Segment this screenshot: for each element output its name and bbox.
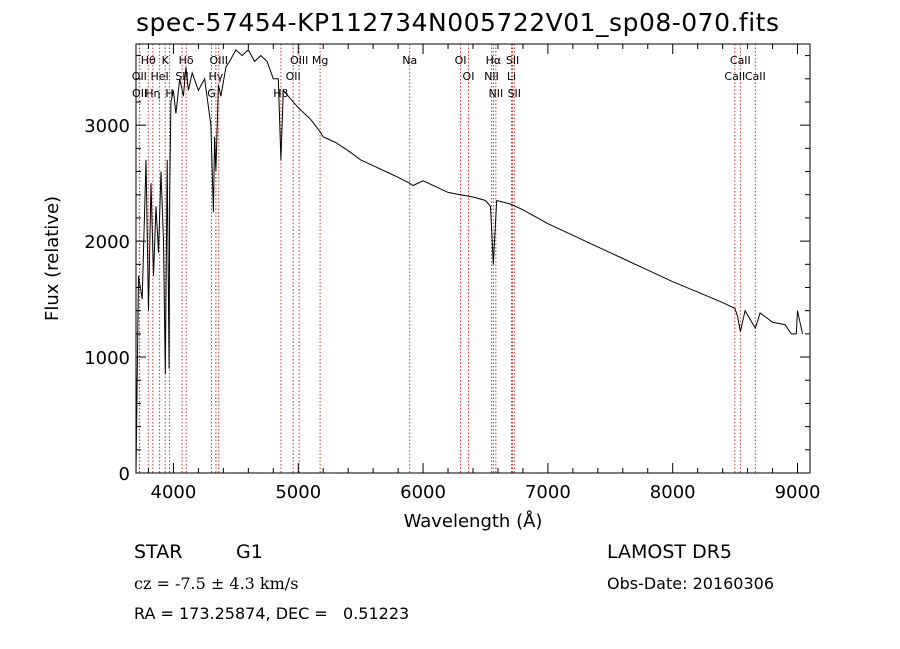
object-subclass: G1 — [236, 541, 263, 563]
x-tick-label: 7000 — [525, 482, 571, 503]
y-tick-label: 1000 — [84, 348, 130, 369]
plot-frame — [135, 43, 811, 474]
line-label: CaII — [730, 54, 751, 67]
line-label: CaII — [745, 70, 766, 83]
line-label: SII — [506, 54, 519, 67]
line-label: H — [165, 87, 173, 100]
line-label: OI — [463, 70, 475, 83]
line-label: Na — [402, 54, 417, 67]
redshift-text: cz = -7.5 ± 4.3 km/s — [134, 574, 299, 593]
line-label: SII — [508, 87, 521, 100]
line-label: OII — [132, 87, 147, 100]
x-tick-label: 6000 — [400, 482, 446, 503]
line-label: CaII — [724, 70, 745, 83]
line-label: Hθ — [141, 54, 156, 67]
line-label: OII — [286, 70, 301, 83]
line-markers — [138, 44, 756, 473]
line-label: NII — [488, 87, 503, 100]
y-tick-label: 0 — [119, 464, 130, 485]
line-label: Hγ — [208, 70, 223, 83]
x-tick-label: 4000 — [151, 482, 197, 503]
line-label: HeI — [150, 70, 168, 83]
line-label: Hη — [145, 87, 160, 100]
line-label: Li — [507, 70, 516, 83]
survey-name: LAMOST DR5 — [607, 541, 732, 563]
line-label: Hδ — [179, 54, 194, 67]
line-label: OIII — [210, 54, 228, 67]
line-label: K — [162, 54, 170, 67]
line-label: Hβ — [273, 87, 288, 100]
spectrum-series — [135, 48, 803, 474]
line-label: SII — [175, 70, 188, 83]
line-label: OIII — [290, 54, 308, 67]
y-axis-label: Flux (relative) — [42, 196, 63, 321]
line-label: Mg — [312, 54, 328, 67]
coordinates: RA = 173.25874, DEC = 0.51223 — [134, 604, 410, 623]
axes: 4000 5000 6000 7000 8000 9000 0 1000 2000 3000 Wav… — [42, 43, 821, 532]
x-tick-label: 9000 — [775, 482, 821, 503]
object-class: STAR — [134, 541, 183, 563]
line-label: OII — [132, 70, 147, 83]
spectrum-line — [135, 48, 803, 474]
line-label: G — [207, 87, 216, 100]
x-axis-label: Wavelength (Å) — [404, 510, 543, 532]
line-label: NII — [484, 70, 499, 83]
y-tick-label: 3000 — [84, 116, 130, 137]
line-label: OI — [455, 54, 467, 67]
y-tick-label: 2000 — [84, 232, 130, 253]
x-tick-label: 5000 — [275, 482, 321, 503]
line-label: Hα — [486, 54, 502, 67]
x-tick-label: 8000 — [650, 482, 696, 503]
obs-date: Obs-Date: 20160306 — [607, 574, 775, 593]
chart-title: spec-57454-KP112734N005722V01_sp08-070.f… — [136, 8, 780, 37]
